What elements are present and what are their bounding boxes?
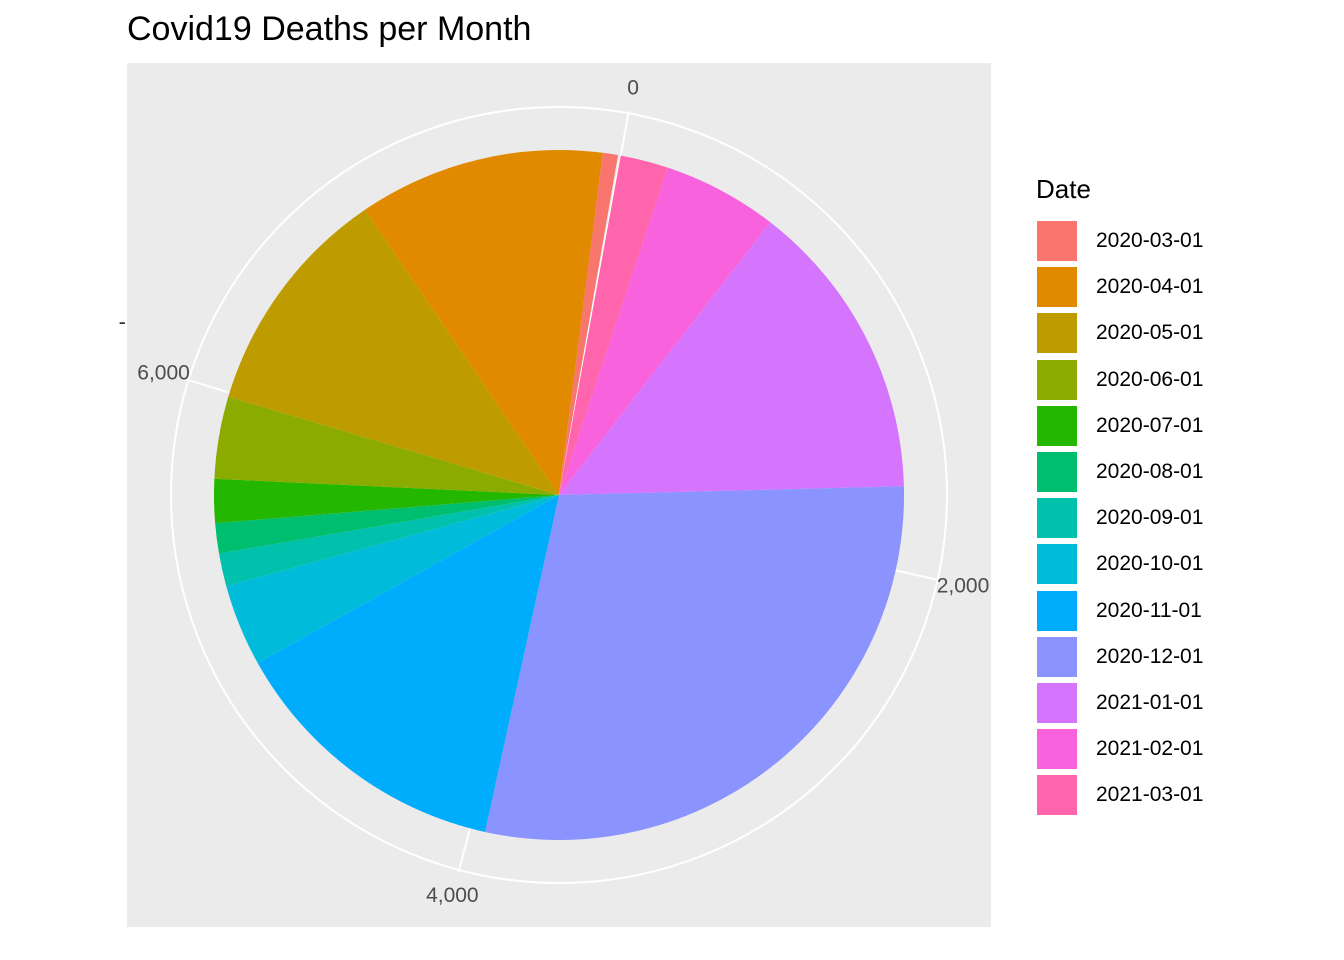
- angle-tick-labels: 0 2,000 4,000 6,000: [137, 77, 989, 907]
- legend-item: 2020-07-01: [1036, 403, 1203, 449]
- grid-circle: [170, 106, 948, 884]
- legend-item: 2020-12-01: [1036, 634, 1203, 680]
- legend-key: [1036, 404, 1078, 447]
- legend-item: 2021-01-01: [1036, 680, 1203, 726]
- angle-tick-label: 2,000: [937, 574, 990, 597]
- legend-key: [1036, 728, 1078, 771]
- legend-key: [1036, 635, 1078, 678]
- legend-key: [1036, 589, 1078, 632]
- legend-item: 2020-06-01: [1036, 357, 1203, 403]
- legend-item: 2020-08-01: [1036, 449, 1203, 495]
- pie-slice-2020-05-01: [228, 209, 560, 495]
- legend-key: [1036, 358, 1078, 401]
- legend-label: 2020-04-01: [1096, 275, 1204, 299]
- pie-slice-2021-01-01: [559, 222, 904, 495]
- pie-slice-2020-07-01: [213, 478, 559, 524]
- legend-label: 2020-10-01: [1096, 552, 1204, 576]
- chart-title: Covid19 Deaths per Month: [127, 10, 532, 48]
- legend-label: 2020-09-01: [1096, 506, 1204, 530]
- legend-key: [1036, 681, 1078, 724]
- pie-slice-2020-03-01: [559, 152, 619, 495]
- pie-slice-2020-10-01: [226, 495, 560, 664]
- legend-items: 2020-03-01 2020-04-01 2020-05-01 2020-06-01…: [1036, 218, 1203, 818]
- legend-label: 2020-06-01: [1096, 367, 1204, 391]
- angle-tick-label: 4,000: [426, 884, 479, 907]
- legend-key: [1036, 451, 1078, 494]
- pie-slice-2020-12-01: [484, 486, 904, 840]
- y-axis-tick: -: [119, 309, 126, 334]
- angle-tick-label: 6,000: [137, 361, 190, 384]
- pie-slice-2021-03-01: [559, 155, 668, 496]
- pie-slice-2020-04-01: [364, 149, 603, 495]
- legend-item: 2020-11-01: [1036, 588, 1203, 634]
- legend-label: 2020-05-01: [1096, 321, 1204, 345]
- legend-title: Date: [1036, 174, 1091, 204]
- pie-slice-2021-02-01: [559, 167, 771, 495]
- angle-tick-label: 0: [627, 77, 639, 100]
- legend-label: 2020-11-01: [1096, 598, 1202, 622]
- legend-label: 2020-08-01: [1096, 460, 1204, 484]
- legend-item: 2020-10-01: [1036, 541, 1203, 587]
- legend-item: 2020-09-01: [1036, 495, 1203, 541]
- legend-item: 2020-04-01: [1036, 264, 1203, 310]
- legend-label: 2021-01-01: [1096, 690, 1204, 714]
- legend-item: 2021-03-01: [1036, 772, 1203, 818]
- pie-slice-2020-06-01: [214, 396, 559, 495]
- pie-slice-2020-11-01: [257, 495, 559, 832]
- legend-key: [1036, 774, 1078, 817]
- legend-key: [1036, 497, 1078, 540]
- legend-label: 2020-03-01: [1096, 229, 1204, 253]
- legend-item: 2020-05-01: [1036, 310, 1203, 356]
- legend-item: 2021-02-01: [1036, 726, 1203, 772]
- legend-key: [1036, 220, 1078, 263]
- legend-key: [1036, 266, 1078, 309]
- legend-key: [1036, 543, 1078, 586]
- pie-slice-2020-09-01: [218, 495, 559, 587]
- legend-key: [1036, 312, 1078, 355]
- pie-slices: [213, 149, 904, 840]
- legend-label: 2021-03-01: [1096, 783, 1204, 807]
- legend-label: 2021-02-01: [1096, 737, 1204, 761]
- legend-item: 2020-03-01: [1036, 218, 1203, 264]
- pie-slice-2020-08-01: [215, 495, 560, 554]
- legend: Date 2020-03-01 2020-04-01 2020-05-01 2020-…: [1036, 172, 1203, 818]
- legend-label: 2020-07-01: [1096, 413, 1204, 437]
- legend-label: 2020-12-01: [1096, 644, 1204, 668]
